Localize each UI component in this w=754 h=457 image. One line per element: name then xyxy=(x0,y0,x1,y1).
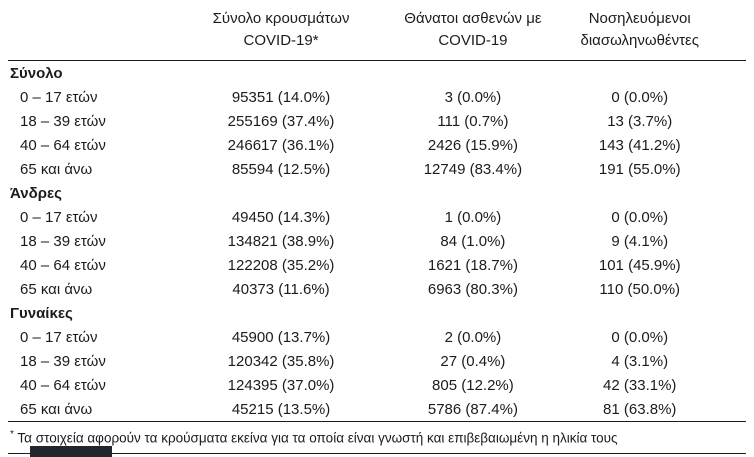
intubated-value: 0 (0.0%) xyxy=(611,328,669,346)
age-group-label: 40 – 64 ετών xyxy=(20,376,106,394)
next-section-band-fragment xyxy=(30,446,112,457)
intubated-value: 143 (41.2%) xyxy=(598,136,681,154)
intubated-value: 81 (63.8%) xyxy=(603,400,677,418)
section-row-women: Γυναίκες xyxy=(8,301,746,325)
footnote-marker: * xyxy=(10,429,14,440)
age-group-label: 18 – 39 ετών xyxy=(20,232,106,250)
covid-age-sex-table: Σύνολο κρουσμάτων COVID-19* Θάνατοι ασθε… xyxy=(8,6,746,422)
age-group-label: 65 και άνω xyxy=(20,160,93,178)
intubated-value: 0 (0.0%) xyxy=(611,208,669,226)
intubated-value: 191 (55.0%) xyxy=(598,160,681,178)
table-row: 0 – 17 ετών 49450 (14.3%) 1 (0.0%) 0 (0.… xyxy=(8,205,746,229)
age-group-label: 65 και άνω xyxy=(20,280,93,298)
table-row: 65 και άνω 40373 (11.6%) 6963 (80.3%) 11… xyxy=(8,277,746,301)
deaths-value: 2 (0.0%) xyxy=(444,328,502,346)
deaths-value: 5786 (87.4%) xyxy=(427,400,518,418)
table-row: 65 και άνω 45215 (13.5%) 5786 (87.4%) 81… xyxy=(8,397,746,422)
cases-value: 45900 (13.7%) xyxy=(231,328,331,346)
cases-value: 255169 (37.4%) xyxy=(227,112,335,130)
column-header-cases: Σύνολο κρουσμάτων COVID-19* xyxy=(177,6,385,61)
report-table-page: Σύνολο κρουσμάτων COVID-19* Θάνατοι ασθε… xyxy=(8,6,746,422)
column-header-intubated: Νοσηλευόμενοι διασωληνωθέντες xyxy=(561,6,746,61)
age-group-label: 18 – 39 ετών xyxy=(20,352,106,370)
table-footnote: * Τα στοιχεία αφορούν τα κρούσματα εκείν… xyxy=(8,422,746,454)
age-group-label: 18 – 39 ετών xyxy=(20,112,106,130)
table-row: 65 και άνω 85594 (12.5%) 12749 (83.4%) 1… xyxy=(8,157,746,181)
intubated-value: 9 (4.1%) xyxy=(611,232,669,250)
header-row: Σύνολο κρουσμάτων COVID-19* Θάνατοι ασθε… xyxy=(8,6,746,61)
deaths-value: 6963 (80.3%) xyxy=(427,280,518,298)
cases-value: 85594 (12.5%) xyxy=(231,160,331,178)
intubated-value: 110 (50.0%) xyxy=(599,280,681,298)
cases-value: 246617 (36.1%) xyxy=(227,136,335,154)
intubated-value: 13 (3.7%) xyxy=(607,112,673,130)
intubated-value: 42 (33.1%) xyxy=(603,376,677,394)
cases-value: 45215 (13.5%) xyxy=(231,400,331,418)
deaths-value: 27 (0.4%) xyxy=(440,352,506,370)
section-label: Γυναίκες xyxy=(10,304,73,322)
deaths-value: 805 (12.2%) xyxy=(432,376,514,394)
table-row: 18 – 39 ετών 134821 (38.9%) 84 (1.0%) 9 … xyxy=(8,229,746,253)
age-group-label: 40 – 64 ετών xyxy=(20,256,106,274)
cases-value: 95351 (14.0%) xyxy=(231,88,331,106)
section-row-total: Σύνολο xyxy=(8,61,746,86)
cases-value: 40373 (11.6%) xyxy=(232,280,330,298)
table-row: 40 – 64 ετών 246617 (36.1%) 2426 (15.9%)… xyxy=(8,133,746,157)
table-row: 40 – 64 ετών 124395 (37.0%) 805 (12.2%) … xyxy=(8,373,746,397)
table-row: 40 – 64 ετών 122208 (35.2%) 1621 (18.7%)… xyxy=(8,253,746,277)
age-group-label: 0 – 17 ετών xyxy=(20,88,98,106)
header-line: Νοσηλευόμενοι xyxy=(588,10,691,27)
footnote-text: Τα στοιχεία αφορούν τα κρούσματα εκείνα … xyxy=(17,430,618,446)
age-group-label: 65 και άνω xyxy=(20,400,93,418)
age-group-label: 0 – 17 ετών xyxy=(20,208,98,226)
deaths-value: 1621 (18.7%) xyxy=(427,256,518,274)
header-line: COVID-19 xyxy=(438,32,508,49)
intubated-value: 0 (0.0%) xyxy=(611,88,669,106)
cases-value: 49450 (14.3%) xyxy=(231,208,331,226)
cases-value: 120342 (35.8%) xyxy=(227,352,335,370)
deaths-value: 2426 (15.9%) xyxy=(427,136,518,154)
cases-value: 134821 (38.9%) xyxy=(227,232,335,250)
header-line: Σύνολο κρουσμάτων xyxy=(212,10,350,27)
empty-header-cell xyxy=(8,6,178,61)
section-row-men: Άνδρες xyxy=(8,181,746,205)
table-row: 18 – 39 ετών 120342 (35.8%) 27 (0.4%) 4 … xyxy=(8,349,746,373)
deaths-value: 84 (1.0%) xyxy=(440,232,506,250)
intubated-value: 101 (45.9%) xyxy=(598,256,681,274)
header-line: Θάνατοι ασθενών με xyxy=(404,10,542,27)
cases-value: 124395 (37.0%) xyxy=(227,376,335,394)
table-row: 0 – 17 ετών 45900 (13.7%) 2 (0.0%) 0 (0.… xyxy=(8,325,746,349)
header-line: COVID-19* xyxy=(243,32,319,49)
section-label: Σύνολο xyxy=(10,64,63,82)
table-row: 18 – 39 ετών 255169 (37.4%) 111 (0.7%) 1… xyxy=(8,109,746,133)
intubated-value: 4 (3.1%) xyxy=(611,352,669,370)
header-line: διασωληνωθέντες xyxy=(580,32,699,49)
table-row: 0 – 17 ετών 95351 (14.0%) 3 (0.0%) 0 (0.… xyxy=(8,85,746,109)
deaths-value: 1 (0.0%) xyxy=(444,208,502,226)
column-header-deaths: Θάνατοι ασθενών με COVID-19 xyxy=(384,6,562,61)
cases-value: 122208 (35.2%) xyxy=(227,256,335,274)
deaths-value: 111 (0.7%) xyxy=(437,112,509,130)
deaths-value: 3 (0.0%) xyxy=(444,88,502,106)
age-group-label: 0 – 17 ετών xyxy=(20,328,98,346)
section-label: Άνδρες xyxy=(10,184,62,202)
deaths-value: 12749 (83.4%) xyxy=(423,160,523,178)
age-group-label: 40 – 64 ετών xyxy=(20,136,106,154)
